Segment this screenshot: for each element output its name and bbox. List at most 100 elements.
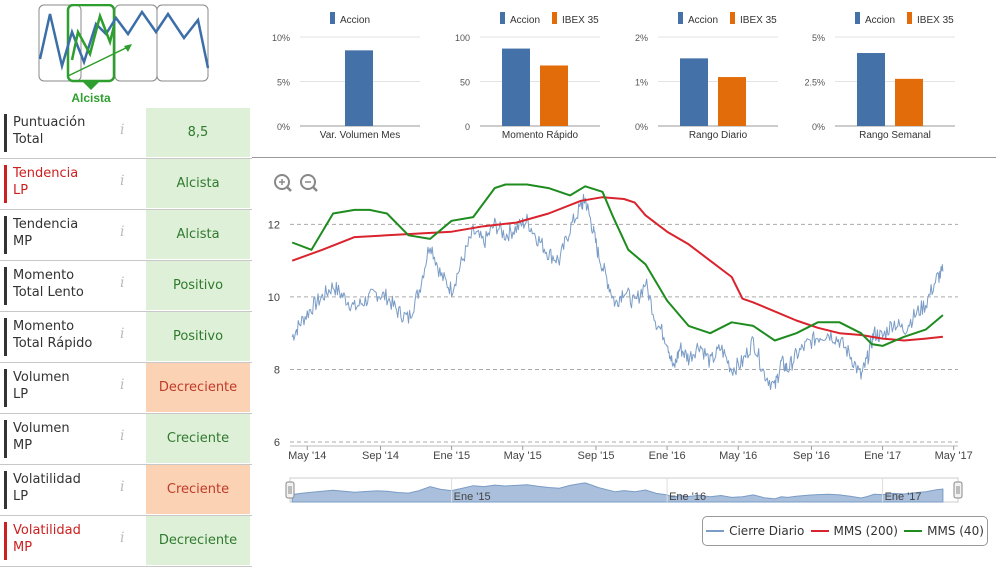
x-tick-label: Ene '15: [433, 450, 470, 462]
series-mms-200: [291, 196, 944, 342]
legend-item-cierre[interactable]: Cierre Diario: [706, 524, 804, 538]
metric-value: Positivo: [146, 312, 250, 361]
y-tick-label: 6: [274, 437, 280, 449]
metric-label-line1: Volatilidad: [13, 472, 81, 487]
trend-price-line: [38, 9, 210, 71]
trend-option-left[interactable]: [38, 4, 82, 82]
price-chart: 12 10 8 6 May '14 Sep '14 Ene '15 May '15 Sep '1…: [252, 160, 996, 554]
zoom-out-icon[interactable]: [300, 174, 316, 190]
info-icon[interactable]: i: [120, 479, 125, 495]
trend-option-middle[interactable]: [114, 4, 158, 82]
legend-label-mms200: MMS (200): [833, 524, 898, 538]
legend-label: Accion: [340, 15, 370, 26]
metric-value: Decreciente: [146, 516, 250, 565]
metric-label-line1: Puntuación: [13, 115, 86, 130]
metric-label: Momento Total Lento: [4, 267, 131, 305]
legend-label: IBEX 35: [917, 15, 954, 26]
metric-label: Volatilidad LP: [4, 471, 131, 509]
bar: [718, 77, 746, 126]
chart-title: Rango Semanal: [859, 130, 931, 141]
metric-label-line2: LP: [13, 387, 29, 402]
legend-label-mms40: MMS (40): [927, 524, 984, 538]
trend-arrow-line: [67, 45, 131, 77]
y-tick-label: 5%: [277, 78, 290, 88]
navigator-label: Ene '17: [885, 491, 922, 503]
legend-swatch-mms40: [904, 530, 923, 532]
metric-row: Volumen LP i Decreciente: [0, 363, 252, 414]
metric-label: Volumen MP: [4, 420, 131, 458]
legend-label: Accion: [510, 15, 540, 26]
metric-label-line2: LP: [13, 489, 29, 504]
legend-swatch-icon: [855, 12, 860, 24]
indicator-chart-1: Accion 10% 5% 0% Var. Volumen Mes: [272, 12, 420, 141]
x-tick-label: Ene '16: [649, 450, 686, 462]
metric-row: Volatilidad MP i Decreciente: [0, 516, 252, 567]
trend-selected-line: [70, 11, 116, 61]
metric-label-line2: Total: [13, 132, 44, 147]
legend-swatch-icon: [552, 12, 557, 24]
info-icon[interactable]: i: [120, 530, 125, 546]
metric-label-line1: Momento: [13, 319, 75, 334]
metric-row: Momento Total Lento i Positivo: [0, 261, 252, 312]
y-tick-label: 50: [460, 78, 470, 88]
legend-swatch-icon: [500, 12, 505, 24]
y-tick-label: 10: [268, 292, 280, 304]
legend-label: Accion: [688, 15, 718, 26]
series-cierre-diario: [291, 193, 944, 390]
info-icon[interactable]: i: [120, 326, 125, 342]
legend-label: IBEX 35: [562, 15, 599, 26]
navigator-area: [291, 482, 944, 503]
y-tick-label: 10%: [272, 33, 290, 43]
indicator-chart-2: Accion IBEX 35 100 50 0 Momento Rápido: [455, 12, 600, 141]
indicator-bar-charts: Accion 10% 5% 0% Var. Volumen Mes Accion IBEX …: [260, 0, 996, 150]
metric-label-line2: Total Lento: [13, 285, 84, 300]
metric-value: Alcista: [146, 159, 250, 208]
metric-label-line1: Momento: [13, 268, 75, 283]
price-chart-svg: 12 10 8 6 May '14 Sep '14 Ene '15 May '15 Sep '1…: [268, 174, 973, 503]
metric-label-line1: Tendencia: [13, 166, 79, 181]
y-tick-label: 1%: [635, 78, 648, 88]
legend-item-mms40[interactable]: MMS (40): [904, 524, 984, 538]
info-icon[interactable]: i: [120, 428, 125, 444]
navigator-handle-left[interactable]: [285, 481, 295, 499]
bar: [345, 50, 373, 126]
chart-title: Momento Rápido: [502, 130, 579, 141]
legend-swatch-icon: [678, 12, 683, 24]
trend-label: Alcista: [71, 91, 111, 104]
x-tick-label: Sep '16: [793, 450, 830, 462]
y-tick-label: 100: [455, 33, 470, 43]
x-tick-label: May '14: [288, 450, 326, 462]
navigator-label: Ene '16: [669, 491, 706, 503]
metric-row: Momento Total Rápido i Positivo: [0, 312, 252, 363]
y-tick-label: 2%: [635, 33, 648, 43]
navigator-handle-right[interactable]: [953, 481, 963, 499]
metric-label-line1: Volatilidad: [13, 523, 81, 538]
left-panel: Alcista Puntuación Total i 8,5 Tendencia LP i A…: [0, 0, 252, 567]
info-icon[interactable]: i: [120, 224, 125, 240]
trend-option-right[interactable]: [156, 4, 209, 82]
metric-value: Creciente: [146, 465, 250, 514]
indicator-chart-4: Accion IBEX 35 5% 2.5% 0% Rango Semanal: [804, 12, 955, 141]
info-icon[interactable]: i: [120, 122, 125, 138]
metric-label-line2: MP: [13, 234, 33, 249]
y-tick-label: 2.5%: [804, 78, 825, 88]
info-icon[interactable]: i: [120, 377, 125, 393]
metric-label: Puntuación Total: [4, 114, 131, 152]
chart-title: Var. Volumen Mes: [320, 130, 400, 141]
metric-label: Volatilidad MP: [4, 522, 131, 560]
metric-row: Volumen MP i Creciente: [0, 414, 252, 465]
trend-selector-graphic: Alcista: [38, 3, 210, 105]
legend-label: IBEX 35: [740, 15, 777, 26]
indicator-chart-3: Accion IBEX 35 2% 1% 0% Rango Diario: [635, 12, 778, 141]
info-icon[interactable]: i: [120, 275, 125, 291]
legend-swatch-icon: [730, 12, 735, 24]
zoom-in-icon[interactable]: [274, 174, 290, 190]
zoom-out-handle: [312, 186, 318, 192]
trend-pointer-icon: [82, 81, 100, 90]
metric-value: 8,5: [146, 108, 250, 157]
metric-label: Tendencia MP: [4, 216, 131, 254]
info-icon[interactable]: i: [120, 173, 125, 189]
trend-widget: Alcista: [38, 3, 210, 105]
legend-item-mms200[interactable]: MMS (200): [810, 524, 898, 538]
metric-value: Alcista: [146, 210, 250, 259]
